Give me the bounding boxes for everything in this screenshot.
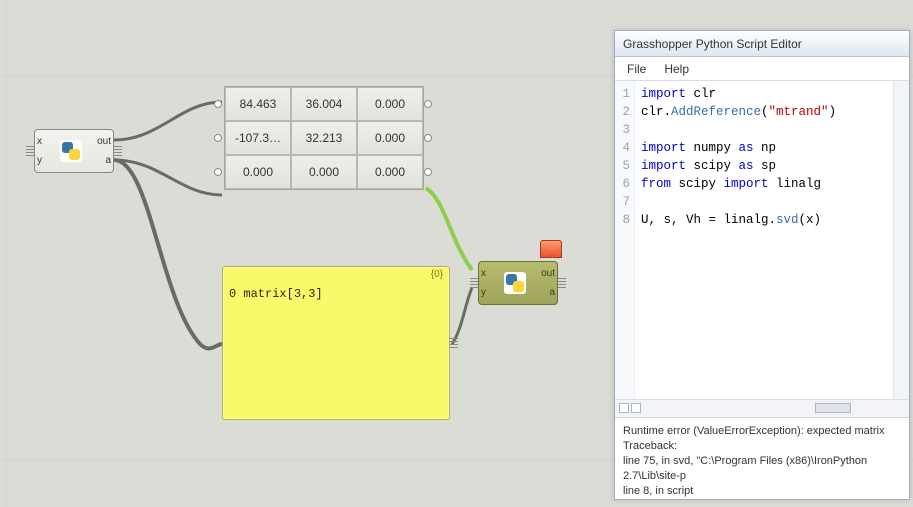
matrix-cell[interactable]: 0.000: [291, 155, 357, 189]
matrix-cell[interactable]: 0.000: [357, 87, 423, 121]
code-area[interactable]: 12345678 import clr clr.AddReference("mt…: [615, 81, 909, 399]
grip-icon: [558, 278, 566, 288]
matrix-cell[interactable]: -107.3…: [225, 121, 291, 155]
python-icon: [60, 140, 82, 162]
matrix-cell[interactable]: 0.000: [225, 155, 291, 189]
window-title: Grasshopper Python Script Editor: [623, 37, 802, 51]
matrix-cell[interactable]: 32.213: [291, 121, 357, 155]
output-port-label[interactable]: out: [93, 136, 111, 147]
grip-icon: [114, 146, 122, 156]
window-titlebar[interactable]: Grasshopper Python Script Editor: [615, 31, 909, 57]
input-port-label[interactable]: y: [481, 287, 493, 298]
matrix-input-ports: [214, 87, 224, 189]
output-port-label[interactable]: out: [537, 268, 555, 279]
editor-menubar: File Help: [615, 57, 909, 81]
menu-help[interactable]: Help: [664, 62, 689, 76]
scroll-left-icon[interactable]: [619, 403, 629, 413]
script-editor-window[interactable]: Grasshopper Python Script Editor File He…: [614, 30, 910, 500]
warning-icon[interactable]: [540, 240, 562, 258]
output-port-label[interactable]: a: [93, 155, 111, 166]
panel-text: matrix[3,3]: [243, 287, 322, 301]
error-output[interactable]: Runtime error (ValueErrorException): exp…: [615, 417, 909, 499]
error-line: Traceback:: [623, 439, 901, 454]
matrix-cell[interactable]: 0.000: [357, 155, 423, 189]
scrollbar-horizontal[interactable]: [615, 399, 909, 417]
python-node-left[interactable]: x y out a: [34, 129, 114, 173]
error-line: Runtime error (ValueErrorException): exp…: [623, 424, 901, 439]
error-line: line 8, in script: [623, 484, 901, 499]
scroll-left-icon[interactable]: [631, 403, 641, 413]
code-source[interactable]: import clr clr.AddReference("mtrand") im…: [635, 81, 909, 399]
panel-header: {0}: [223, 267, 449, 285]
panel-line-index: 0: [229, 287, 236, 301]
scroll-thumb[interactable]: [815, 403, 851, 413]
python-icon: [504, 272, 526, 294]
matrix-cell[interactable]: 0.000: [357, 121, 423, 155]
error-line: line 75, in svd, "C:\Program Files (x86)…: [623, 454, 901, 484]
grip-icon: [450, 338, 458, 348]
input-port-label[interactable]: y: [37, 155, 49, 166]
grip-icon: [26, 146, 34, 156]
line-gutter: 12345678: [615, 81, 635, 399]
matrix-output-ports: [424, 87, 434, 189]
scrollbar-vertical[interactable]: [893, 81, 909, 399]
menu-file[interactable]: File: [627, 62, 646, 76]
output-port-label[interactable]: a: [537, 287, 555, 298]
text-panel[interactable]: {0} 0 matrix[3,3]: [222, 266, 450, 420]
input-port-label[interactable]: x: [37, 136, 49, 147]
python-node-right[interactable]: x y out a: [478, 261, 558, 305]
matrix-cell[interactable]: 36.004: [291, 87, 357, 121]
matrix-cell[interactable]: 84.463: [225, 87, 291, 121]
input-port-label[interactable]: x: [481, 268, 493, 279]
matrix-panel[interactable]: 84.463 36.004 0.000 -107.3… 32.213 0.000…: [224, 86, 424, 190]
grip-icon: [470, 278, 478, 288]
